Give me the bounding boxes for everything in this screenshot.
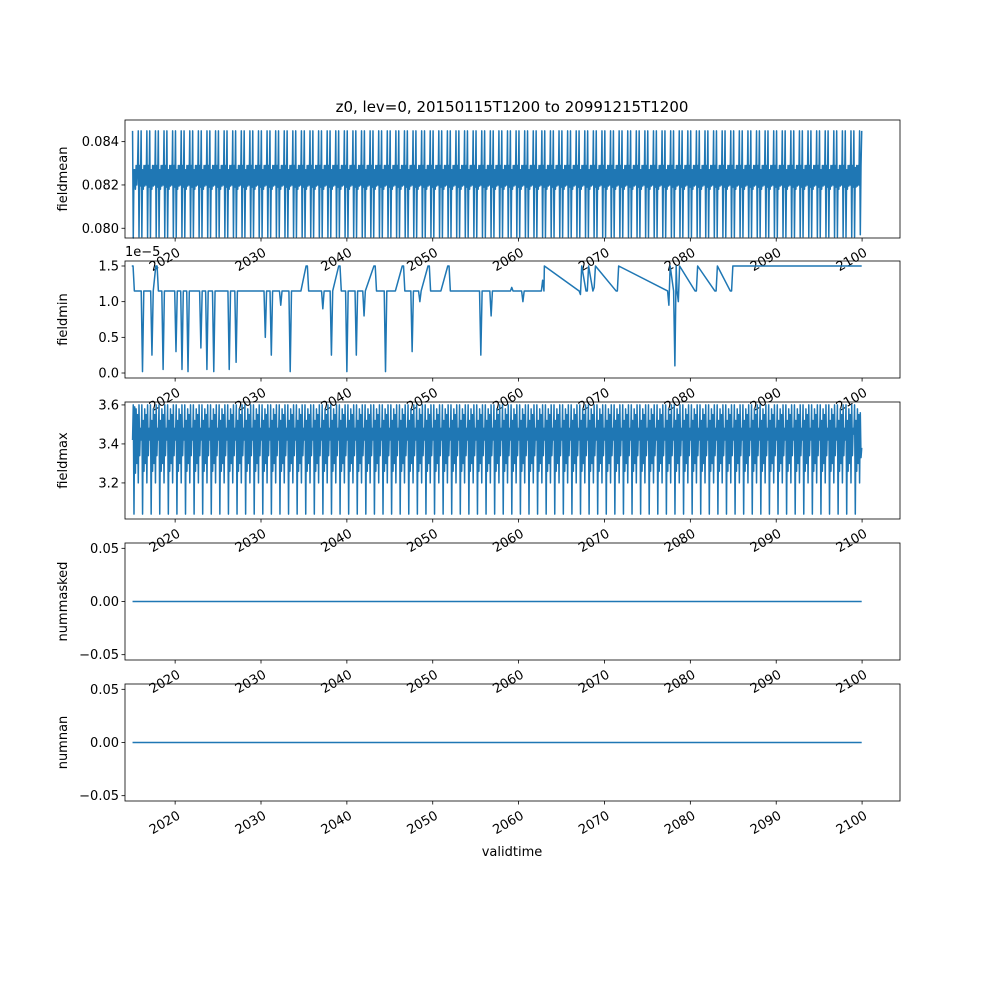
y-tick-label: 0.082	[82, 178, 119, 193]
series-line-fieldmax	[131, 404, 863, 515]
y-axis-label-fieldmean: fieldmean	[56, 147, 71, 212]
series-line-fieldmean	[131, 130, 863, 239]
y-axis-label-fieldmin: fieldmin	[56, 293, 71, 346]
y-axis-label-numnan: numnan	[56, 716, 71, 770]
y-tick-label: 0.080	[82, 222, 119, 237]
y-tick-label: −0.05	[79, 789, 119, 804]
y-tick-label: 0.05	[90, 542, 119, 557]
axes-frame-fieldmean	[124, 119, 901, 239]
x-axis-label: validtime	[482, 845, 543, 860]
y-tick-label: 0.00	[90, 595, 119, 610]
y-tick-label: 0.5	[98, 331, 119, 346]
y-tick-label: 0.05	[90, 683, 119, 698]
y-tick-label: 3.4	[98, 437, 119, 452]
y-axis-label-nummasked: nummasked	[56, 562, 71, 642]
y-tick-label: 1.5	[98, 259, 119, 274]
axes-frame-fieldmin	[124, 260, 901, 379]
series-line-fieldmin	[131, 265, 862, 373]
y-offset-text: 1e−5	[125, 245, 160, 260]
y-tick-label: 3.2	[98, 476, 119, 491]
y-tick-label: 1.0	[98, 295, 119, 310]
chart-title: z0, lev=0, 20150115T1200 to 20991215T120…	[336, 98, 689, 116]
y-tick-label: 0.084	[82, 135, 119, 150]
y-tick-label: 0.0	[98, 367, 119, 382]
axes-frame-fieldmax	[124, 401, 901, 520]
y-tick-label: 3.6	[98, 398, 119, 413]
y-tick-label: 0.00	[90, 736, 119, 751]
y-tick-label: −0.05	[79, 648, 119, 663]
y-axis-label-fieldmax: fieldmax	[56, 432, 71, 489]
